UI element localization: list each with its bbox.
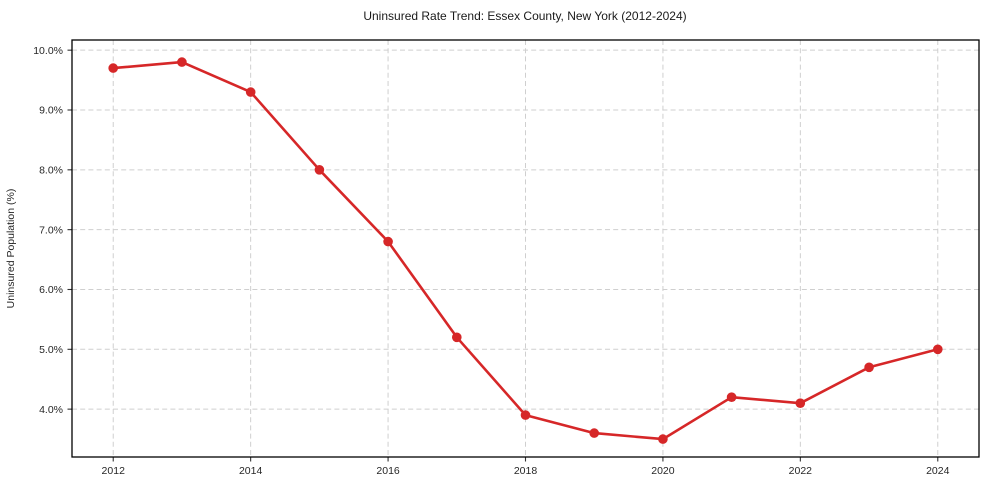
data-point-marker: [383, 236, 393, 247]
x-tick-label: 2012: [102, 465, 126, 477]
x-tick-label: 2020: [651, 465, 675, 477]
data-point-marker: [864, 362, 874, 373]
x-tick-label: 2022: [789, 465, 813, 477]
data-point-marker: [108, 63, 118, 73]
data-point-marker: [726, 392, 737, 403]
data-point-marker: [933, 344, 943, 355]
data-point-marker: [520, 410, 531, 420]
data-point-marker: [314, 165, 325, 175]
y-tick-label: 4.0%: [39, 404, 63, 416]
data-point-marker: [452, 332, 462, 343]
y-axis-label: Uninsured Population (%): [5, 189, 17, 309]
chart-title: Uninsured Rate Trend: Essex County, New …: [363, 9, 686, 23]
data-point-marker: [589, 428, 599, 438]
y-tick-label: 5.0%: [39, 344, 63, 356]
y-tick-label: 6.0%: [39, 284, 63, 296]
x-tick-label: 2014: [239, 465, 263, 477]
y-tick-label: 7.0%: [39, 224, 63, 236]
axis-ticks: [67, 49, 939, 462]
x-tick-label: 2016: [376, 465, 400, 477]
x-tick-label: 2024: [926, 465, 950, 477]
data-series: [108, 57, 943, 444]
data-point-marker: [177, 57, 187, 67]
y-tick-label: 9.0%: [39, 105, 63, 117]
y-tick-label: 8.0%: [39, 165, 63, 177]
gridlines: [72, 40, 979, 457]
data-point-marker: [245, 87, 256, 97]
data-point-marker: [795, 398, 806, 409]
y-tick-label: 10.0%: [33, 45, 63, 57]
plot-border: [71, 39, 980, 458]
axis-tick-labels: 2012 2014 2016 2018 2020 2022 2024 4.0% 5.0% 6.0%…: [33, 45, 949, 477]
x-tick-label: 2018: [514, 465, 538, 477]
data-point-marker: [658, 434, 668, 444]
